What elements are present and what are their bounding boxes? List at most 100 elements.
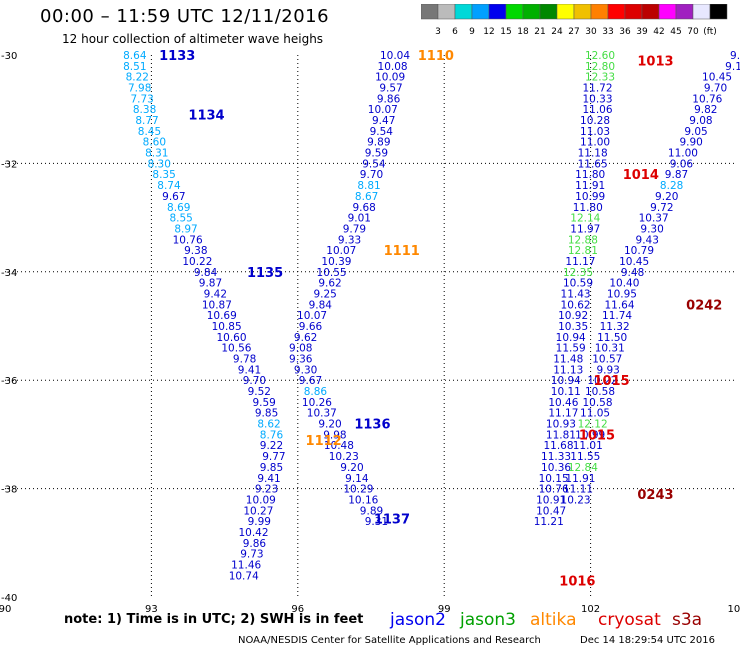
swh-value: 10.40 bbox=[609, 278, 639, 290]
swh-value: 9.06 bbox=[670, 158, 694, 170]
pass-number-label: 1135 bbox=[247, 266, 283, 281]
swh-value: 9.38 bbox=[184, 245, 207, 257]
pass-number-label: 1134 bbox=[188, 109, 224, 124]
colorbar-label: 9 bbox=[469, 27, 475, 37]
y-tick-label: -38 bbox=[1, 485, 17, 496]
pass-number-label: 1112 bbox=[306, 434, 342, 449]
swh-value: 10.87 bbox=[202, 299, 232, 311]
swh-value: 8.77 bbox=[135, 115, 158, 127]
swh-value: 10.23 bbox=[329, 451, 359, 463]
colorbar-label: 3 bbox=[435, 27, 441, 37]
swh-value: 12.84 bbox=[568, 462, 598, 474]
credit-text: NOAA/NESDIS Center for Satellite Applica… bbox=[238, 635, 541, 646]
colorbar-label: 70 bbox=[687, 27, 699, 37]
swh-value: 11.48 bbox=[553, 354, 583, 366]
swh-value: 10.62 bbox=[561, 299, 591, 311]
swh-value: 8.60 bbox=[143, 137, 166, 149]
swh-value: 11.97 bbox=[570, 223, 600, 235]
swh-value: 11.91 bbox=[565, 473, 595, 485]
colorbar-swatch bbox=[709, 4, 728, 20]
swh-value: 11.64 bbox=[604, 299, 634, 311]
swh-value: 10.55 bbox=[317, 267, 347, 279]
swh-value: 11.80 bbox=[575, 169, 605, 181]
swh-value: 8.51 bbox=[123, 61, 146, 73]
swh-value: 9.62 bbox=[318, 278, 341, 290]
pass-number-label: 1133 bbox=[159, 49, 195, 64]
swh-value: 9.01 bbox=[348, 213, 371, 225]
swh-value: 9.84 bbox=[194, 267, 218, 279]
swh-value: 9.08 bbox=[289, 343, 312, 355]
swh-value: 10.60 bbox=[216, 332, 246, 344]
swh-value: 9.30 bbox=[294, 364, 317, 376]
swh-value: 12.33 bbox=[585, 72, 615, 84]
swh-value: 9.14 bbox=[345, 473, 369, 485]
swh-value: 9.93 bbox=[596, 364, 619, 376]
swh-value: 9.89 bbox=[360, 505, 383, 517]
swh-value: 10.07 bbox=[297, 310, 327, 322]
swh-value: 9.25 bbox=[313, 288, 336, 300]
swh-value: 10.74 bbox=[229, 570, 259, 582]
swh-value: 8.74 bbox=[157, 180, 181, 192]
swh-value: 10.58 bbox=[585, 386, 615, 398]
swh-value: 8.45 bbox=[138, 126, 161, 138]
swh-value: 9.3 bbox=[730, 50, 740, 62]
swh-value: 9.73 bbox=[240, 549, 263, 561]
swh-value: 11.00 bbox=[668, 148, 698, 160]
swh-value: 9.72 bbox=[650, 202, 673, 214]
swh-value: 8.76 bbox=[260, 429, 284, 441]
y-tick-label: -34 bbox=[1, 268, 17, 279]
swh-value: 11.68 bbox=[543, 440, 573, 452]
y-tick-label: -36 bbox=[1, 376, 17, 387]
pass-number-label: 1111 bbox=[384, 244, 420, 259]
colorbar-label: 39 bbox=[636, 27, 648, 37]
legend-s3a: s3a bbox=[672, 610, 703, 630]
x-tick-label: 90 bbox=[0, 604, 11, 615]
swh-value: 9.30 bbox=[640, 223, 663, 235]
pass-number-label: 1110 bbox=[418, 49, 454, 64]
swh-value: 10.04 bbox=[380, 50, 410, 62]
pass-number-label: 1137 bbox=[374, 512, 410, 527]
swh-value: 10.39 bbox=[321, 256, 351, 268]
swh-value: 10.57 bbox=[592, 354, 622, 366]
swh-value: 9.85 bbox=[255, 408, 278, 420]
colorbar-label: 24 bbox=[551, 27, 563, 37]
swh-value: 8.22 bbox=[126, 72, 149, 84]
swh-value: 10.99 bbox=[575, 191, 605, 203]
swh-value: 10.15 bbox=[539, 473, 569, 485]
swh-value: 9.1 bbox=[725, 61, 740, 73]
swh-value: 9.54 bbox=[370, 126, 394, 138]
swh-value: 10.76 bbox=[539, 484, 569, 496]
swh-value: 10.31 bbox=[595, 343, 625, 355]
legend-cryosat: cryosat bbox=[598, 610, 661, 630]
swh-value: 9.68 bbox=[352, 202, 375, 214]
swh-value: 8.35 bbox=[152, 169, 175, 181]
colorbar-label: 45 bbox=[670, 27, 681, 37]
swh-value: 9.86 bbox=[243, 538, 267, 550]
swh-value: 10.22 bbox=[182, 256, 212, 268]
swh-value: 11.13 bbox=[553, 364, 583, 376]
swh-value: 9.87 bbox=[665, 169, 688, 181]
swh-value: 9.05 bbox=[684, 126, 707, 138]
swh-value: 9.85 bbox=[260, 462, 283, 474]
swh-value: 9.57 bbox=[379, 83, 402, 95]
swh-value: 10.09 bbox=[375, 72, 405, 84]
pass-number-label: 0243 bbox=[637, 488, 673, 503]
swh-value: 9.86 bbox=[377, 93, 401, 105]
swh-value: 9.20 bbox=[655, 191, 678, 203]
swh-value: 10.11 bbox=[551, 386, 581, 398]
swh-value: 10.23 bbox=[561, 494, 591, 506]
swh-value: 10.94 bbox=[556, 332, 586, 344]
swh-value: 8.86 bbox=[304, 386, 328, 398]
swh-value: 8.62 bbox=[257, 419, 280, 431]
swh-value: 10.09 bbox=[246, 494, 276, 506]
swh-value: 11.18 bbox=[578, 148, 608, 160]
colorbar-label: 30 bbox=[585, 27, 597, 37]
swh-value: 7.98 bbox=[128, 83, 151, 95]
swh-value: 9.48 bbox=[621, 267, 644, 279]
colorbar-label: 6 bbox=[452, 27, 458, 37]
swh-value: 11.01 bbox=[573, 440, 603, 452]
swh-value: 8.30 bbox=[148, 158, 171, 170]
swh-value: 10.35 bbox=[558, 321, 588, 333]
y-tick-label: -30 bbox=[1, 51, 17, 62]
